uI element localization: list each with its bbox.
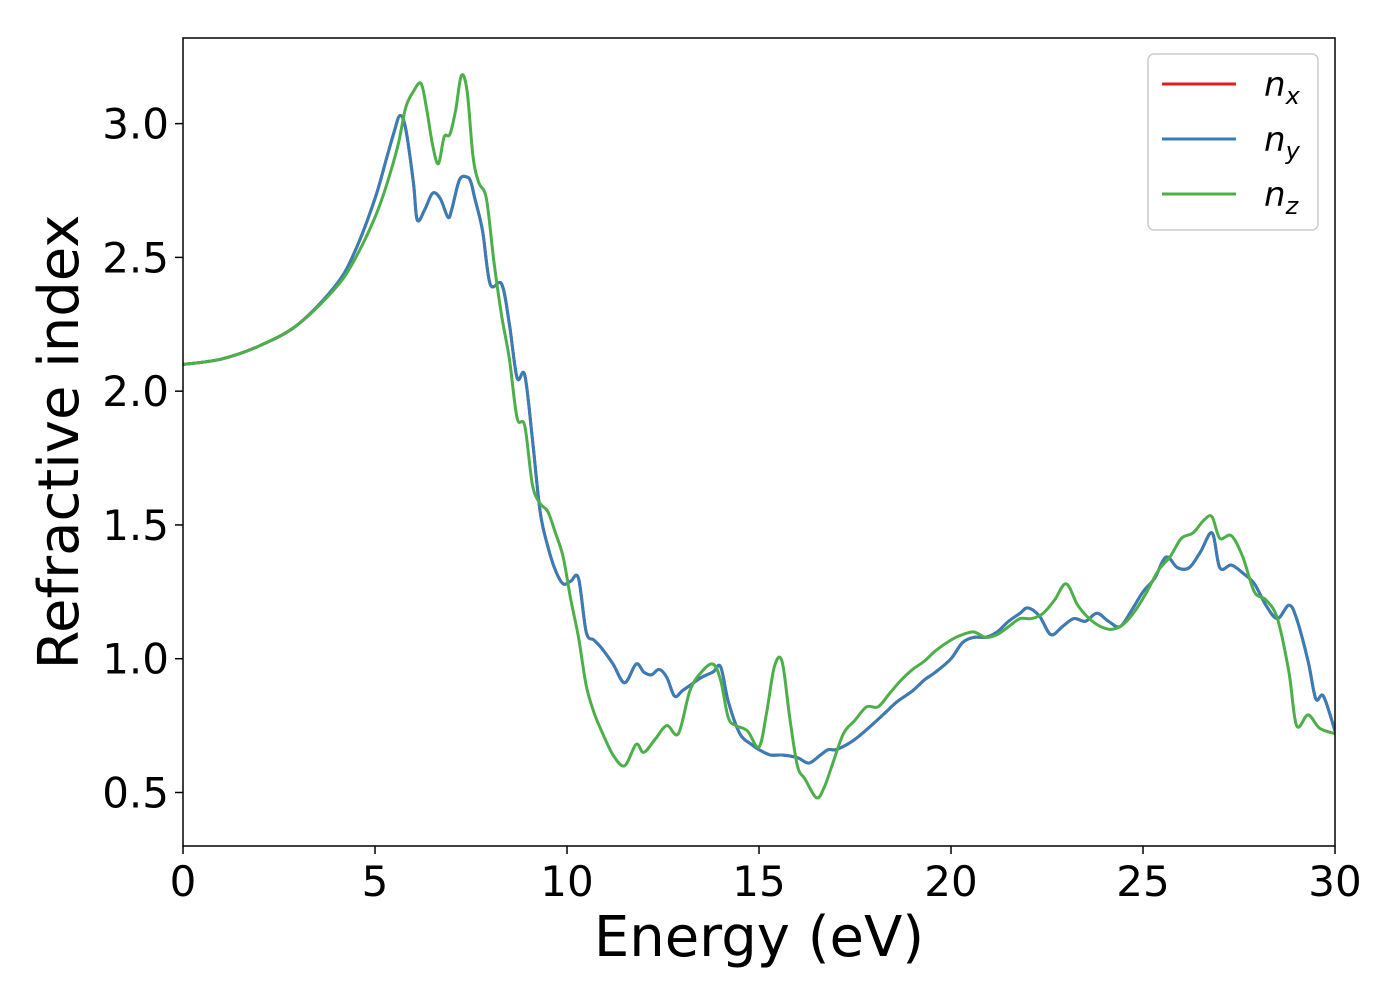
y-tick-label: 3.0 [102,100,169,149]
y-tick-label: 2.5 [102,233,169,282]
y-tick-label: 1.0 [102,635,169,684]
x-tick-label: 5 [362,857,389,906]
y-tick-label: 1.5 [102,501,169,550]
x-tick-label: 30 [1308,857,1361,906]
x-tick-label: 15 [732,857,785,906]
x-axis-ticks: 0 5 10 15 20 25 30 [170,846,1362,906]
legend-box [1147,53,1319,231]
x-tick-label: 10 [540,857,593,906]
series-layer [183,73,1335,800]
y-tick-label: 2.0 [102,367,169,416]
y-axis-ticks: 0.5 1.0 1.5 2.0 2.5 3.0 [102,100,183,817]
legend-label-ny: ny [1264,120,1301,165]
y-axis-label: Refractive index [27,215,92,670]
y-tick-label: 0.5 [102,768,169,817]
legend: nx ny nz [1147,53,1319,231]
x-tick-label: 0 [170,857,197,906]
legend-label-nz: nz [1264,175,1300,220]
legend-label-nx: nx [1264,65,1301,110]
series-line-n-y [183,114,1335,765]
x-tick-label: 25 [1116,857,1169,906]
x-tick-label: 20 [924,857,977,906]
x-axis-label: Energy (eV) [594,905,924,970]
series-line-n-z [183,73,1335,800]
